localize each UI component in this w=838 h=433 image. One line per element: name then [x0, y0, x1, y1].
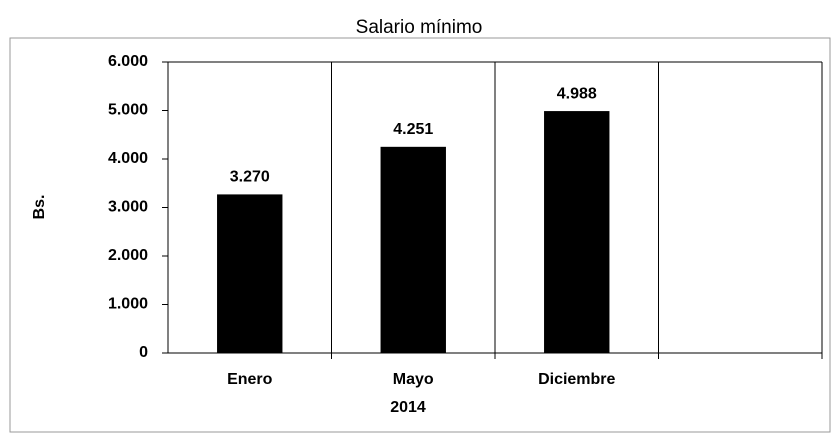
value-label: 4.988	[557, 85, 597, 102]
y-tick-label: 0	[139, 344, 148, 361]
value-label: 4.251	[393, 121, 433, 138]
y-tick-label: 5.000	[108, 102, 148, 119]
y-tick-label: 6.000	[108, 53, 148, 70]
y-tick-label: 1.000	[108, 296, 148, 313]
y-tick-label: 4.000	[108, 150, 148, 167]
value-label: 3.270	[230, 169, 270, 186]
bar	[544, 111, 610, 353]
x-axis-label: 2014	[390, 399, 426, 416]
x-tick-label: Mayo	[393, 371, 434, 388]
bar	[380, 146, 446, 353]
y-tick-label: 2.000	[108, 247, 148, 264]
chart-title: Salario mínimo	[356, 17, 483, 38]
chart-frame	[9, 37, 831, 433]
x-tick-label: Diciembre	[538, 371, 615, 388]
x-tick-label: Enero	[227, 371, 273, 388]
bar	[217, 194, 283, 353]
y-axis-label: Bs.	[31, 195, 48, 220]
y-tick-label: 3.000	[108, 199, 148, 216]
